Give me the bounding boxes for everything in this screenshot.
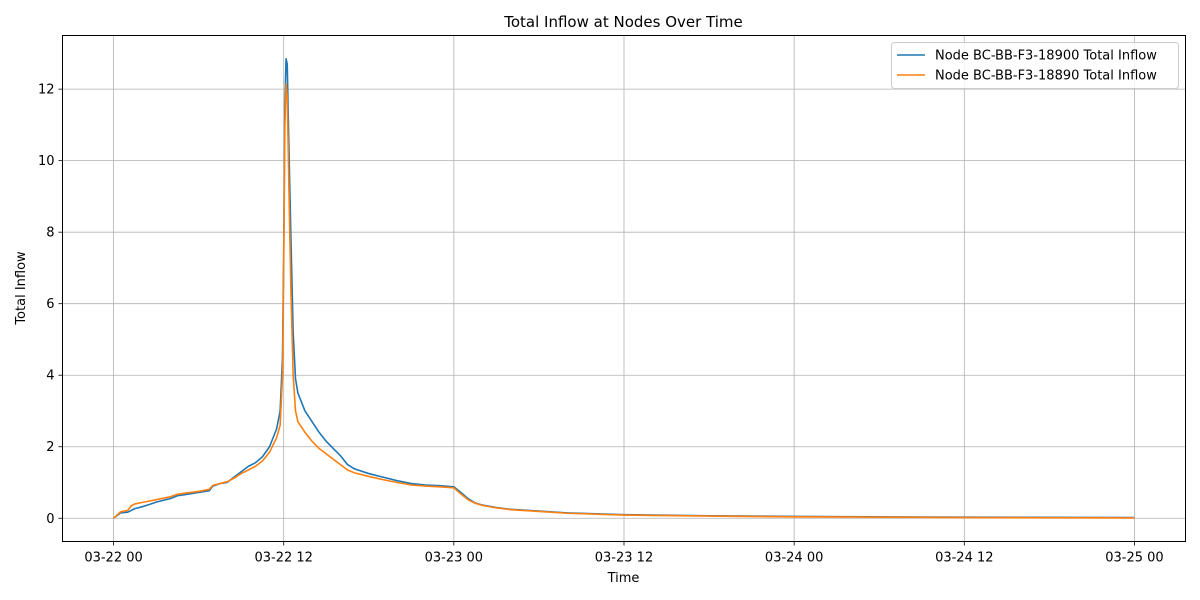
- legend-box: [891, 42, 1179, 89]
- legend: Node BC-BB-F3-18900 Total Inflow Node BC…: [891, 42, 1179, 89]
- x-tick-label: 03-23 00: [425, 551, 483, 566]
- y-axis-label: Total Inflow: [14, 251, 29, 326]
- x-tick-label: 03-22 00: [84, 551, 142, 566]
- axis-ticks: 03-22 00 03-22 12 03-23 00 03-23 12 03-24 00…: [38, 83, 1164, 566]
- y-tick-label: 10: [38, 154, 55, 169]
- y-tick-label: 6: [46, 297, 54, 312]
- y-tick-label: 4: [46, 369, 54, 384]
- y-tick-label: 12: [38, 83, 55, 98]
- x-tick-label: 03-24 00: [765, 551, 823, 566]
- y-tick-label: 2: [46, 440, 54, 455]
- legend-label-series-2: Node BC-BB-F3-18890 Total Inflow: [935, 69, 1157, 84]
- x-axis-label: Time: [607, 571, 640, 586]
- gridlines: [62, 35, 1186, 542]
- series-line-2: [113, 82, 1135, 519]
- x-tick-label: 03-25 00: [1105, 551, 1163, 566]
- series-lines: [113, 57, 1135, 519]
- x-tick-label: 03-22 12: [254, 551, 312, 566]
- legend-label-series-1: Node BC-BB-F3-18900 Total Inflow: [935, 49, 1157, 64]
- y-tick-label: 0: [46, 512, 54, 527]
- x-tick-label: 03-23 12: [595, 551, 653, 566]
- chart-title: Total Inflow at Nodes Over Time: [503, 13, 743, 31]
- y-tick-label: 8: [46, 226, 54, 241]
- x-tick-label: 03-24 12: [935, 551, 993, 566]
